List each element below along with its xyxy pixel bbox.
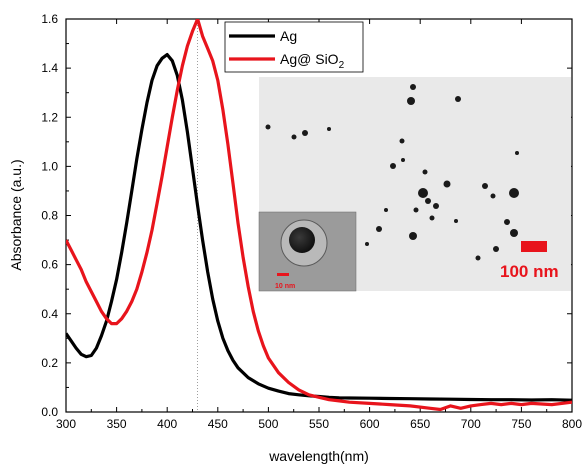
x-tick-label: 500 <box>258 417 278 431</box>
small-scale-label: 10 nm <box>275 283 295 290</box>
y-tick-label: 1.4 <box>41 61 58 75</box>
x-axis-label: wavelength(nm) <box>268 448 369 464</box>
x-tick-label: 400 <box>157 417 177 431</box>
y-tick-label: 1.0 <box>41 159 58 173</box>
x-tick-label: 800 <box>562 417 582 431</box>
y-tick-labels: 0.0 0.2 0.4 0.6 0.8 1.0 1.2 1.4 1.6 <box>41 12 58 419</box>
x-tick-label: 700 <box>461 417 481 431</box>
main-scale-label: 100 nm <box>500 262 559 281</box>
x-tick-label: 650 <box>410 417 430 431</box>
legend-label-ag-sio2-sub: 2 <box>339 60 345 71</box>
series-ag-sio2-line <box>66 19 572 412</box>
x-tick-label: 750 <box>511 417 531 431</box>
x-tick-label: 300 <box>56 417 76 431</box>
x-tick-label: 550 <box>309 417 329 431</box>
tem-inset: 10 nm 100 nm <box>258 77 571 292</box>
small-scale-bar <box>277 273 289 276</box>
legend-box <box>224 21 364 73</box>
y-axis-label: Absorbance (a.u.) <box>8 159 24 270</box>
series-ag-line <box>66 53 572 402</box>
legend-label-ag: Ag <box>280 28 297 44</box>
y-tick-label: 0.8 <box>41 209 58 223</box>
x-tick-label: 600 <box>360 417 380 431</box>
tem-particles <box>265 84 519 261</box>
y-tick-label: 1.2 <box>41 110 58 124</box>
y-tick-label: 0.6 <box>41 258 58 272</box>
legend-label-ag-sio2-main: Ag@ SiO <box>280 51 339 67</box>
legend: Ag Ag@ SiO2 <box>224 21 364 73</box>
y-tick-label: 0.0 <box>41 405 58 419</box>
legend-label-ag-sio2: Ag@ SiO2 <box>280 51 345 71</box>
y-tick-label: 0.2 <box>41 356 58 370</box>
y-tick-label: 1.6 <box>41 12 58 26</box>
x-tick-label: 450 <box>208 417 228 431</box>
y-tick-label: 0.4 <box>41 307 58 321</box>
silver-core <box>289 227 315 253</box>
main-scale-bar <box>521 241 547 252</box>
x-tick-labels: 300 350 400 450 500 550 600 650 700 750 800 <box>56 417 582 431</box>
x-tick-label: 350 <box>107 417 127 431</box>
